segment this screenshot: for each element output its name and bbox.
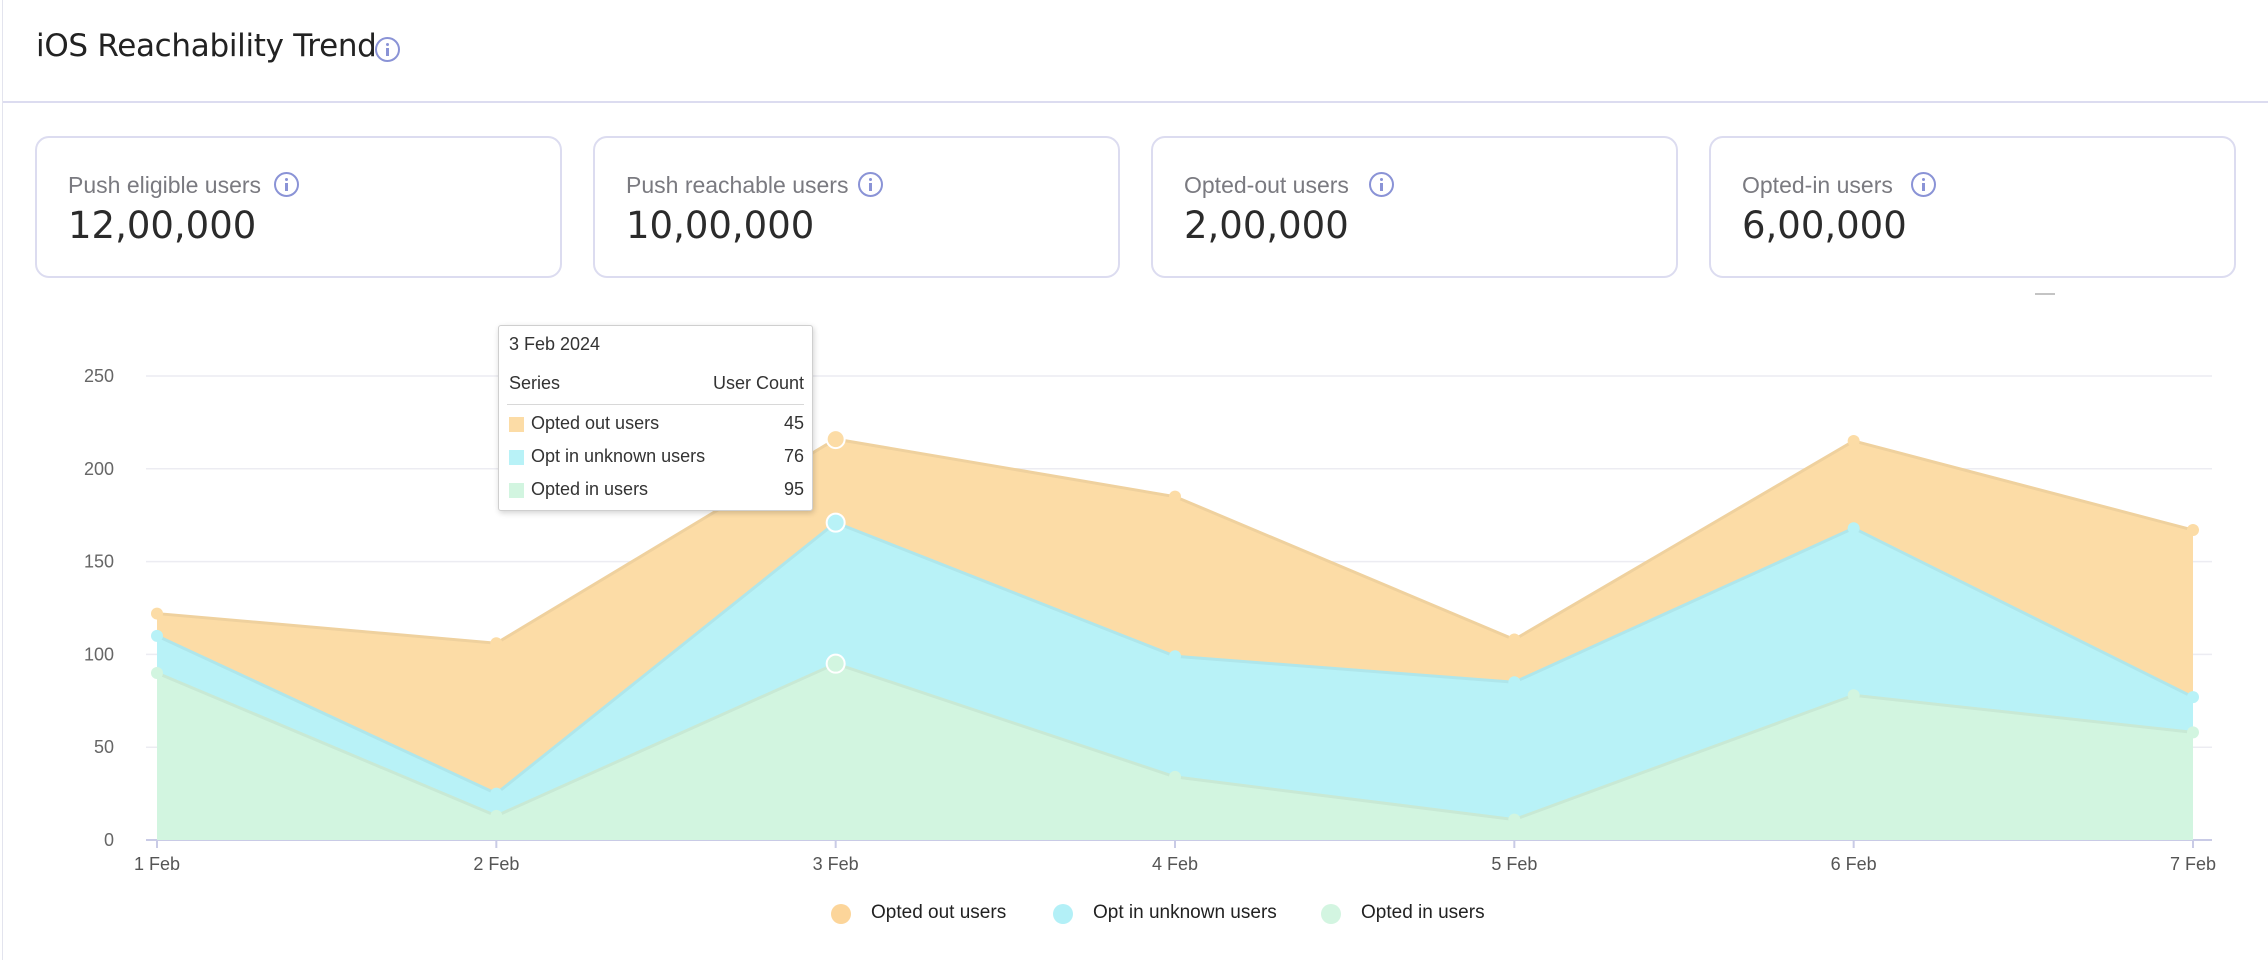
data-point [1508, 676, 1521, 689]
data-point [1169, 490, 1181, 503]
x-tick-label: 2 Feb [473, 854, 519, 874]
x-tick-label: 7 Feb [2170, 854, 2216, 874]
stat-label: Opted-in users [1742, 172, 1893, 198]
data-point [151, 607, 163, 620]
tooltip-row: Opted out users 45 [509, 413, 804, 437]
data-point [825, 429, 846, 450]
data-point [490, 787, 503, 800]
data-point [2187, 691, 2199, 704]
info-icon[interactable] [375, 37, 400, 62]
data-point [151, 629, 163, 642]
x-tick-label: 5 Feb [1491, 854, 1537, 874]
tooltip-count-header: User Count [712, 373, 804, 393]
tooltip-row: Opt in unknown users 76 [509, 446, 804, 470]
tooltip-series-name: Opted out users [531, 413, 660, 433]
chart-tooltip: 3 Feb 2024 Series User Count Opted out u… [498, 325, 813, 511]
panel-header: iOS Reachability Trend [3, 0, 2268, 103]
swatch-icon [509, 417, 524, 432]
y-tick-label: 100 [84, 644, 114, 664]
data-point [1847, 689, 1860, 702]
data-point [1169, 650, 1181, 663]
tooltip-series-name: Opted in users [531, 479, 649, 499]
x-tick-label: 6 Feb [1831, 854, 1877, 874]
stat-value: 6,00,000 [1742, 204, 1907, 247]
stat-value: 12,00,000 [68, 204, 257, 247]
page-title: iOS Reachability Trend [36, 28, 377, 64]
stat-value: 2,00,000 [1184, 204, 1349, 247]
data-point [1847, 522, 1860, 535]
data-point [825, 653, 846, 674]
legend-dot-icon [831, 904, 851, 924]
info-icon[interactable] [1369, 172, 1394, 197]
data-point [1169, 770, 1181, 783]
data-point [2187, 524, 2199, 537]
legend-label: Opted in users [1361, 902, 1485, 923]
tooltip-date: 3 Feb 2024 [509, 334, 601, 354]
stat-label: Opted-out users [1184, 172, 1349, 198]
tooltip-series-header: Series [509, 373, 561, 393]
info-icon[interactable] [858, 172, 883, 197]
x-tick-label: 1 Feb [134, 854, 180, 874]
tooltip-row: Opted in users 95 [509, 479, 804, 503]
tooltip-series-value: 45 [783, 413, 804, 433]
data-point [490, 637, 503, 650]
info-icon[interactable] [1911, 172, 1936, 197]
data-point [1847, 434, 1860, 447]
legend-label: Opted out users [871, 902, 1007, 923]
y-tick-label: 0 [104, 830, 114, 850]
data-point [1508, 813, 1521, 826]
data-point [825, 512, 846, 533]
stat-card-opted-in: Opted-in users 6,00,000 [1709, 136, 2236, 278]
legend-dot-icon [1053, 904, 1073, 924]
chart-legend: Opted out users Opt in unknown users Opt… [0, 899, 2268, 931]
data-point [490, 809, 503, 822]
legend-label: Opt in unknown users [1093, 902, 1277, 923]
series-area [157, 439, 2193, 794]
series-area [157, 663, 2193, 840]
y-tick-label: 150 [84, 552, 114, 572]
data-point [1508, 633, 1521, 646]
y-tick-label: 50 [94, 737, 114, 757]
info-icon[interactable] [274, 172, 299, 197]
y-tick-label: 200 [84, 459, 114, 479]
tooltip-series-value: 95 [783, 479, 804, 499]
series-area [157, 522, 2193, 820]
tooltip-series-name: Opt in unknown users [531, 446, 706, 466]
stat-label: Push eligible users [68, 172, 262, 198]
data-point [2187, 726, 2199, 739]
swatch-icon [509, 450, 524, 465]
stat-card-push-eligible: Push eligible users 12,00,000 [35, 136, 562, 278]
legend-dot-icon [1321, 904, 1341, 924]
stat-card-opted-out: Opted-out users 2,00,000 [1151, 136, 1678, 278]
data-point [151, 666, 163, 679]
divider [2035, 293, 2055, 295]
stat-label: Push reachable users [626, 172, 849, 198]
tooltip-series-value: 76 [783, 446, 804, 466]
swatch-icon [509, 483, 524, 498]
stat-card-push-reachable: Push reachable users 10,00,000 [593, 136, 1120, 278]
x-tick-label: 3 Feb [813, 854, 859, 874]
y-tick-label: 250 [84, 366, 114, 386]
x-tick-label: 4 Feb [1152, 854, 1198, 874]
divider [507, 404, 804, 405]
stat-value: 10,00,000 [626, 204, 815, 247]
